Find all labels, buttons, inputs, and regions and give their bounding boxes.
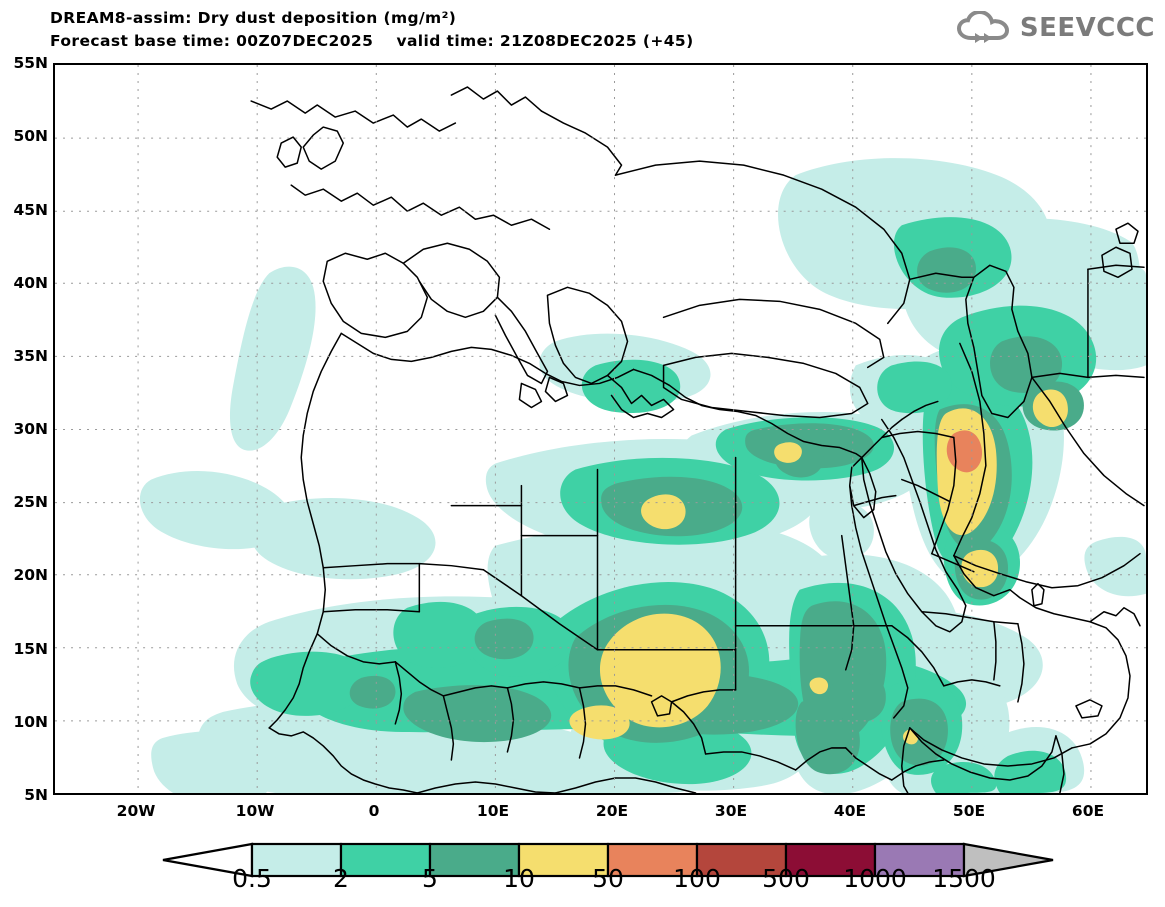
xtick-mark-20W [138,793,140,795]
xtick-label-0: 0 [368,802,380,820]
ytick-mark-40N [53,284,55,286]
ytick-mark-55N [53,65,55,67]
xtick-label-10E: 10E [476,802,510,820]
xtick-mark-10W [257,793,259,795]
xtick-mark-30E [733,793,735,795]
colorbar-tick-5: 5 [422,864,438,893]
xtick-label-40E: 40E [833,802,867,820]
xtick-mark-20E [614,793,616,795]
ytick-mark-50N [53,138,55,140]
colorbar-tick-100: 100 [673,864,721,893]
colorbar-swatches [162,842,1054,878]
xtick-label-30E: 30E [714,802,748,820]
coastlines-and-borders [250,86,1145,793]
colorbar[interactable]: 0.5 2 5 10 50 100 500 1000 1500 [0,840,1165,907]
header: DREAM8-assim: Dry dust deposition (mg/m²… [0,0,1165,58]
forecast-time-line: Forecast base time: 00Z07DEC2025 valid t… [50,32,694,50]
xtick-label-60E: 60E [1071,802,1105,820]
xtick-label-50E: 50E [952,802,986,820]
ytick-mark-25N [53,503,55,505]
ytick-label-55N: 55N [13,54,48,72]
colorbar-swatch-5 [695,842,788,878]
xtick-mark-0 [376,793,378,795]
colorbar-tick-1000: 1000 [843,864,907,893]
ytick-label-50N: 50N [13,127,48,145]
colorbar-swatch-6 [784,842,877,878]
ytick-label-40N: 40N [13,274,48,292]
ytick-label-20N: 20N [13,566,48,584]
colorbar-tick-2: 2 [333,864,349,893]
colorbar-swatch-3 [517,842,610,878]
cloud-arrow-icon [956,11,1009,43]
ytick-label-5N: 5N [24,786,48,804]
seevccc-logo: SEEVCCC [956,8,1155,48]
ytick-mark-10N [53,722,55,724]
ytick-label-45N: 45N [13,201,48,219]
colorbar-tick-50: 50 [592,864,624,893]
xtick-mark-40E [852,793,854,795]
xtick-label-20W: 20W [116,802,156,820]
colorbar-tick-10: 10 [503,864,535,893]
xtick-mark-50E [971,793,973,795]
colorbar-tick-1500: 1500 [932,864,996,893]
ytick-mark-5N [53,792,55,794]
xtick-label-10W: 10W [235,802,275,820]
colorbar-tick-0p5: 0.5 [232,864,272,893]
page-title: DREAM8-assim: Dry dust deposition (mg/m²… [50,9,457,27]
xtick-label-20E: 20E [595,802,629,820]
ytick-mark-30N [53,430,55,432]
graticule [55,65,1146,793]
colorbar-tick-500: 500 [762,864,810,893]
ytick-mark-15N [53,649,55,651]
colorbar-over-arrow [962,842,1054,878]
colorbar-swatch-4 [606,842,699,878]
ytick-label-35N: 35N [13,347,48,365]
ytick-label-25N: 25N [13,493,48,511]
ytick-mark-20N [53,576,55,578]
ytick-mark-45N [53,211,55,213]
ytick-mark-35N [53,357,55,359]
colorbar-swatch-1 [339,842,432,878]
colorbar-swatch-0 [250,842,343,878]
colorbar-swatch-7 [873,842,966,878]
ytick-label-10N: 10N [13,713,48,731]
logo-text: SEEVCCC [1019,13,1155,43]
xtick-mark-60E [1090,793,1092,795]
ytick-label-15N: 15N [13,640,48,658]
dust-deposition-map [55,65,1146,793]
colorbar-swatch-2 [428,842,521,878]
ytick-label-30N: 30N [13,420,48,438]
map-plot-area[interactable] [53,63,1148,795]
xtick-mark-10E [495,793,497,795]
